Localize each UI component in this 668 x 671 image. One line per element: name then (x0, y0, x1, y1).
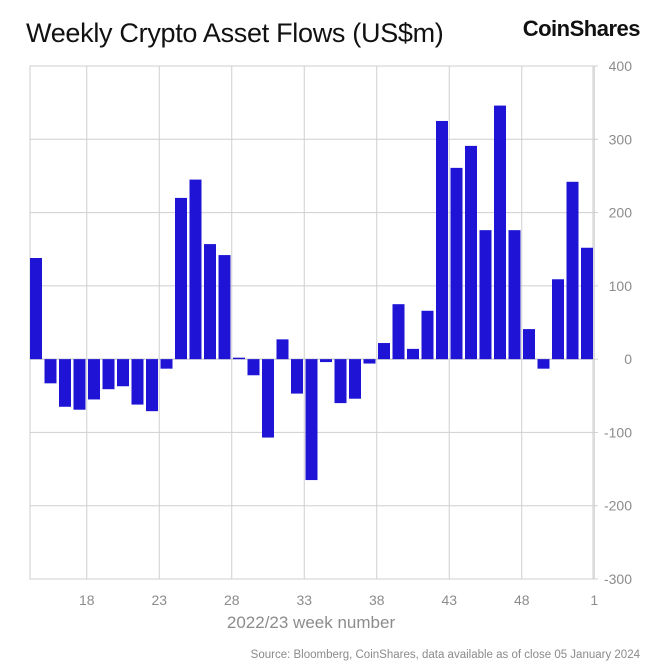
bar-week-38 (363, 359, 376, 364)
x-tick-label: 1 (590, 592, 598, 608)
bar-series (30, 105, 593, 481)
source-note: Source: Bloomberg, CoinShares, data avai… (250, 649, 640, 661)
bar-week-43 (436, 120, 448, 360)
bar-week-33 (291, 359, 303, 394)
x-tick-label: 18 (79, 592, 95, 608)
bar-week-29 (233, 357, 245, 360)
bar-week-49 (523, 329, 535, 360)
x-tick-label: 28 (224, 592, 240, 608)
bar-week-50 (537, 359, 550, 369)
bar-week-40 (392, 304, 405, 360)
y-tick-label: 300 (609, 131, 633, 147)
bar-week-15 (30, 258, 42, 360)
bar-week-52 (566, 181, 579, 360)
bar-week-46 (479, 230, 492, 360)
bar-week-23 (146, 359, 158, 412)
x-tick-label: 38 (369, 592, 385, 608)
bar-week-21 (117, 359, 129, 387)
bar-week-26 (189, 179, 202, 360)
bar-week-31 (262, 359, 274, 438)
bar-week-37 (349, 359, 361, 399)
bar-week-35 (320, 359, 332, 363)
y-tick-label: 0 (624, 351, 632, 367)
x-tick-label: 48 (514, 592, 530, 608)
x-tick-label: 33 (296, 592, 312, 608)
y-tick-label: 200 (609, 205, 633, 221)
x-axis-title: 2022/23 week number (227, 613, 396, 632)
y-tick-label: -300 (604, 571, 632, 587)
bar-week-19 (88, 359, 100, 400)
bar-week-22 (131, 359, 144, 405)
bar-week-28 (218, 255, 231, 360)
bar-week-51 (552, 279, 564, 360)
bar-week-34 (305, 359, 318, 481)
bar-week-39 (378, 343, 390, 360)
y-tick-label: -200 (604, 498, 632, 514)
bar-week-48 (508, 230, 521, 360)
y-tick-label: 400 (609, 58, 633, 74)
bar-week-47 (494, 105, 506, 360)
bar-week-45 (465, 145, 477, 360)
x-tick-label: 23 (151, 592, 167, 608)
bar-week-36 (334, 359, 347, 404)
bar-week-42 (421, 310, 434, 360)
bar-week-24 (160, 359, 173, 369)
bar-week-32 (276, 339, 289, 360)
bar-week-1 (581, 247, 593, 360)
brand-logo: CoinShares (522, 16, 641, 41)
chart-title: Weekly Crypto Asset Flows (US$m) (26, 18, 444, 48)
bar-week-27 (204, 244, 216, 360)
bar-week-17 (59, 359, 71, 407)
axis-labels: 2022/23 week number 400 300 200 100 0 -100 -20… (79, 58, 632, 632)
bar-week-18 (73, 359, 86, 410)
bar-week-30 (247, 359, 260, 376)
bar-week-16 (44, 359, 57, 384)
bar-week-44 (450, 167, 463, 360)
y-tick-label: 100 (609, 278, 633, 294)
x-tick-label: 43 (441, 592, 457, 608)
y-tick-label: -100 (604, 424, 632, 440)
bar-week-20 (102, 359, 115, 390)
bar-week-25 (175, 197, 187, 360)
bar-week-41 (407, 348, 419, 360)
